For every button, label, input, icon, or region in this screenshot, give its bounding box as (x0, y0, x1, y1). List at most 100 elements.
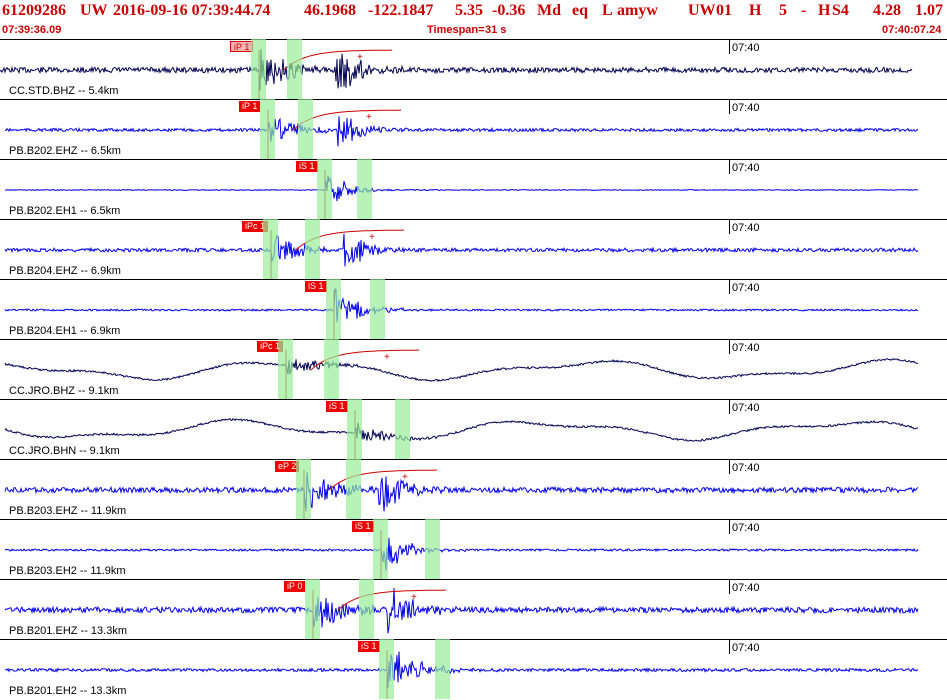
trace-panel[interactable]: +07:40 iP 1 CC.STD.BHZ -- 5.4km (0, 39, 947, 99)
phase-pick-flag[interactable]: iP 0 (284, 581, 306, 592)
minute-tick-label: 07:40 (732, 642, 760, 654)
coda-end-marker: + (411, 592, 417, 603)
coda-fit-curve (295, 229, 404, 251)
event-summary-line: 61209286 UW 2016-09-16 07:39:44.74 46.19… (0, 2, 947, 22)
waveform-line (5, 651, 919, 688)
waveform-trace: + (4, 349, 918, 399)
phase-pick-flag[interactable]: iP 1 (239, 101, 261, 112)
phase-pick-flag[interactable]: iS 1 (305, 281, 327, 292)
minute-tick (729, 220, 730, 234)
minute-tick (729, 100, 730, 114)
solution: S4 (832, 2, 849, 19)
waveform-line (0, 48, 913, 91)
minute-tick (729, 40, 730, 54)
waveform-trace: + (4, 229, 919, 279)
trace-panel[interactable]: +07:40 eP 2 PB.B203.EHZ -- 11.9km (0, 459, 947, 519)
minute-tick-label: 07:40 (732, 222, 760, 234)
waveform-trace: + (4, 109, 919, 159)
minute-tick-label: 07:40 (732, 462, 760, 474)
phase-pick-flag[interactable]: iP 1 (230, 41, 254, 52)
minute-tick-label: 07:40 (732, 342, 760, 354)
minute-tick (729, 340, 730, 354)
station-channel-label: CC.JRO.BHZ -- 9.1km (9, 385, 119, 397)
separator: - (801, 2, 807, 19)
minute-tick (729, 580, 730, 594)
event-header: 61209286 UW 2016-09-16 07:39:44.74 46.19… (0, 0, 947, 40)
minute-tick-label: 07:40 (732, 282, 760, 294)
waveform-line (4, 175, 919, 202)
coda-end-marker: + (369, 232, 375, 243)
minute-tick (729, 400, 730, 414)
waveform-line (4, 288, 918, 323)
minute-tick-label: 07:40 (732, 582, 760, 594)
trace-panel[interactable]: +07:40 iPc 1 CC.JRO.BHZ -- 9.1km (0, 339, 947, 399)
waveform-trace: + (4, 587, 919, 639)
coda-end-marker: + (384, 352, 390, 363)
trace-panel[interactable]: 07:40 iS 1 PB.B201.EH2 -- 13.3km (0, 639, 947, 699)
waveform-trace (5, 650, 919, 699)
waveform-trace (4, 170, 919, 219)
trace-panel[interactable]: +07:40 iPc 1 PB.B204.EHZ -- 6.9km (0, 219, 947, 279)
event-id[interactable]: 61209286 (2, 2, 66, 19)
trace-panel[interactable]: 07:40 iS 1 PB.B203.EH2 -- 11.9km (0, 519, 947, 579)
trace-panel[interactable]: 07:40 iS 1 PB.B204.EH1 -- 6.9km (0, 279, 947, 339)
phase-pick-flag[interactable]: iS 1 (358, 641, 380, 652)
timespan-value: 31 s (485, 24, 507, 36)
minute-tick-label: 07:40 (732, 42, 760, 54)
waveform-trace (4, 288, 918, 339)
end-time: 07:40:07.24 (882, 24, 942, 36)
waveform-line (4, 357, 918, 383)
minute-tick (729, 280, 730, 294)
station-channel-label: PB.B203.EHZ -- 11.9km (9, 505, 127, 517)
origin-time: 2016-09-16 07:39:44.74 (113, 2, 271, 19)
start-time: 07:39:36.09 (2, 24, 62, 36)
author: amyw (617, 2, 658, 19)
coda-fit-curve (337, 589, 446, 611)
quality: H (818, 2, 831, 19)
station-channel-label: CC.JRO.BHN -- 9.1km (9, 445, 120, 457)
waveform-line (4, 587, 919, 634)
location-flag: L (602, 2, 613, 19)
minute-tick-label: 07:40 (732, 522, 760, 534)
phase-pick-flag[interactable]: iPc 1 (242, 221, 269, 232)
trace-panel[interactable]: 07:40 iS 1 CC.JRO.BHN -- 9.1km (0, 399, 947, 459)
phase-pick-flag[interactable]: iPc 1 (257, 341, 284, 352)
depth: 5.35 (455, 2, 483, 19)
latitude: 46.1968 (304, 2, 356, 19)
phase-pick-flag[interactable]: iS 1 (352, 521, 374, 532)
waveform-trace: + (0, 48, 913, 99)
trace-panel[interactable]: 07:40 iS 1 PB.B202.EH1 -- 6.5km (0, 159, 947, 219)
waveform-trace: + (4, 469, 919, 519)
waveform-line (4, 417, 919, 442)
event-network: UW (80, 2, 108, 19)
minute-tick (729, 460, 730, 474)
coda-fit-curve (283, 49, 392, 71)
magnitude: -0.36 (492, 2, 526, 19)
pick-count: 5 (779, 2, 787, 19)
trace-panel[interactable]: +07:40 iP 1 PB.B202.EHZ -- 6.5km (0, 99, 947, 159)
station-channel-label: PB.B201.EHZ -- 13.3km (9, 625, 127, 637)
source: UW (688, 2, 716, 19)
waveform-line (4, 472, 919, 512)
waveform-line (4, 116, 919, 147)
waveform-trace (4, 530, 919, 579)
station-channel-label: PB.B202.EH1 -- 6.5km (9, 205, 121, 217)
phase-pick-flag[interactable]: iS 1 (296, 161, 318, 172)
phase-pick-flag[interactable]: iS 1 (326, 401, 348, 412)
gtype: H (749, 2, 762, 19)
minute-tick-label: 07:40 (732, 102, 760, 114)
phase-pick-flag[interactable]: eP 2 (275, 461, 300, 472)
station-channel-label: PB.B204.EHZ -- 6.9km (9, 265, 121, 277)
waveform-line (4, 537, 919, 571)
minute-tick (729, 640, 730, 654)
minute-tick-label: 07:40 (732, 162, 760, 174)
trace-stack: +07:40 iP 1 CC.STD.BHZ -- 5.4km +07:40 iP 1 P… (0, 39, 947, 700)
minute-tick (729, 160, 730, 174)
coda-end-marker: + (357, 52, 363, 63)
trace-panel[interactable]: +07:40 iP 0 PB.B201.EHZ -- 13.3km (0, 579, 947, 639)
coda-end-marker: + (366, 112, 372, 123)
version: 01 (716, 2, 732, 19)
station-channel-label: PB.B203.EH2 -- 11.9km (9, 565, 126, 577)
waveform-trace (4, 410, 919, 459)
rms: 4.28 (873, 2, 901, 19)
